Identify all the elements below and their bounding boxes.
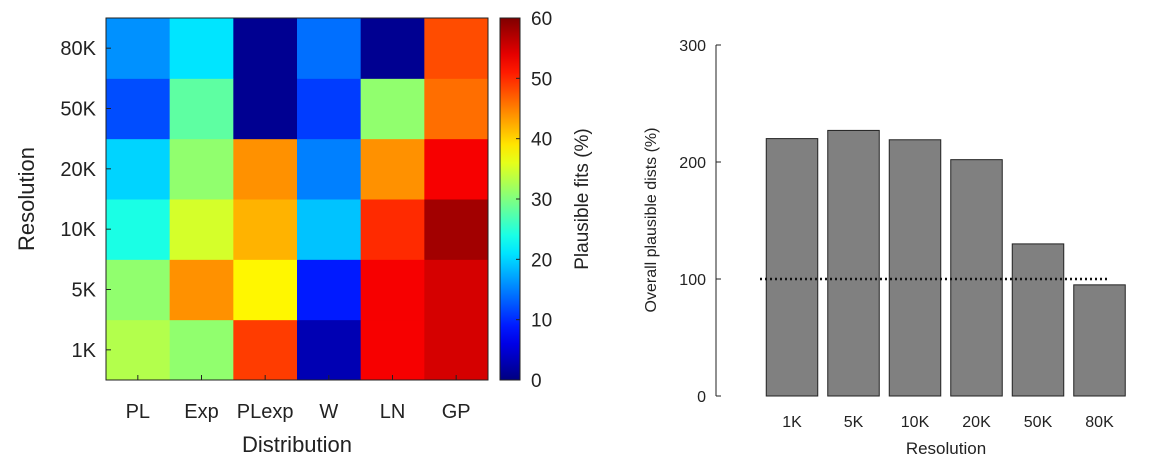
bar-x-tick-label: 10K	[901, 414, 930, 431]
heatmap-y-tick-label: 1K	[72, 340, 97, 362]
heatmap-y-tick-label: 10K	[60, 219, 96, 241]
heatmap-x-axis-label: Distribution	[242, 432, 352, 457]
heatmap-cell	[424, 199, 489, 260]
bar-y-tick-label: 300	[679, 38, 706, 55]
heatmap-y-tick-label: 50K	[60, 99, 96, 121]
heatmap-x-tick-label: LN	[380, 401, 406, 423]
heatmap-cell	[297, 259, 362, 321]
heatmap-cell	[169, 18, 234, 79]
heatmap-cell	[169, 199, 234, 260]
heatmap-cell	[360, 199, 425, 260]
heatmap-cell	[106, 18, 171, 79]
bar-y-tick-label: 200	[679, 155, 706, 172]
bar	[765, 138, 819, 397]
heatmap-cell	[360, 78, 425, 140]
bar	[1011, 243, 1065, 397]
heatmap-cell	[106, 138, 171, 200]
heatmap-cell	[424, 138, 489, 200]
heatmap-y-tick-label: 5K	[72, 280, 97, 302]
heatmap-cell	[233, 18, 298, 79]
heatmap-cell	[233, 138, 298, 200]
heatmap-cell	[360, 18, 425, 79]
heatmap-cell	[169, 259, 234, 321]
bar-y-tick-label: 0	[697, 389, 706, 406]
colorbar-tick-label: 20	[531, 250, 552, 271]
colorbar-tick-label: 40	[531, 130, 552, 151]
colorbar-tick-label: 0	[531, 371, 542, 392]
heatmap-cell	[424, 18, 489, 79]
colorbar-tick-label: 60	[531, 9, 552, 30]
bar-x-tick-label: 50K	[1024, 414, 1053, 431]
heatmap-cell	[233, 259, 298, 321]
heatmap-y-axis-label: Resolution	[14, 147, 39, 251]
bar-x-axis-label: Resolution	[906, 439, 986, 458]
heatmap-x-tick-label: PLexp	[237, 401, 294, 423]
bar-x-tick-label: 1K	[782, 414, 802, 431]
colorbar-tick-label: 30	[531, 190, 552, 211]
bar-x-tick-label: 80K	[1085, 414, 1114, 431]
heatmap-cell	[297, 18, 362, 79]
heatmap-cell	[424, 78, 489, 140]
heatmap-cell	[233, 78, 298, 140]
heatmap-cell	[360, 138, 425, 200]
colorbar: 0 10 20 30 40 50 60 Plausible fits (%)	[499, 9, 593, 392]
heatmap-cell	[297, 138, 362, 200]
bar	[827, 129, 880, 397]
heatmap-cell	[424, 259, 489, 321]
heatmap-cell	[360, 259, 425, 321]
heatmap-cell	[233, 319, 298, 381]
heatmap-x-tick-label: Exp	[184, 401, 218, 423]
bar-chart: 0 100 200 300 1K 5K 10K 20K 50K 80K Resolution Over…	[643, 38, 1126, 458]
heatmap-cell	[169, 319, 234, 381]
heatmap-cell	[233, 199, 298, 260]
heatmap-cell	[360, 319, 425, 381]
heatmap-cell	[169, 78, 234, 140]
heatmap-x-tick-label: W	[319, 401, 338, 423]
heatmap-chart: PL Exp PLexp W LN GP 1K 5K 10K 20K 50K 80K Distribut…	[14, 17, 489, 457]
colorbar-label: Plausible fits (%)	[572, 128, 593, 270]
bar	[888, 139, 942, 397]
bar	[1073, 284, 1126, 397]
colorbar-tick-label: 50	[531, 69, 552, 90]
heatmap-x-tick-label: GP	[442, 401, 471, 423]
colorbar-tick-label: 10	[531, 311, 552, 332]
heatmap-x-tick-label: PL	[126, 401, 150, 423]
heatmap-cell	[106, 259, 171, 321]
bar-y-tick-label: 100	[679, 272, 706, 289]
heatmap-frame	[105, 17, 489, 381]
heatmap-cell	[106, 319, 171, 381]
heatmap-cell	[169, 138, 234, 200]
heatmap-cell	[106, 199, 171, 260]
heatmap-cell	[106, 78, 171, 140]
bar-x-tick-label: 5K	[844, 414, 864, 431]
bar-y-axis-label: Overall plausible dists (%)	[643, 128, 660, 313]
heatmap-y-tick-label: 80K	[60, 38, 96, 60]
heatmap-y-tick-label: 20K	[60, 159, 96, 181]
heatmap-cell	[297, 319, 362, 381]
heatmap-cell	[297, 78, 362, 140]
heatmap-cell	[424, 319, 489, 381]
heatmap-cell	[297, 199, 362, 260]
bar-x-tick-label: 20K	[962, 414, 991, 431]
